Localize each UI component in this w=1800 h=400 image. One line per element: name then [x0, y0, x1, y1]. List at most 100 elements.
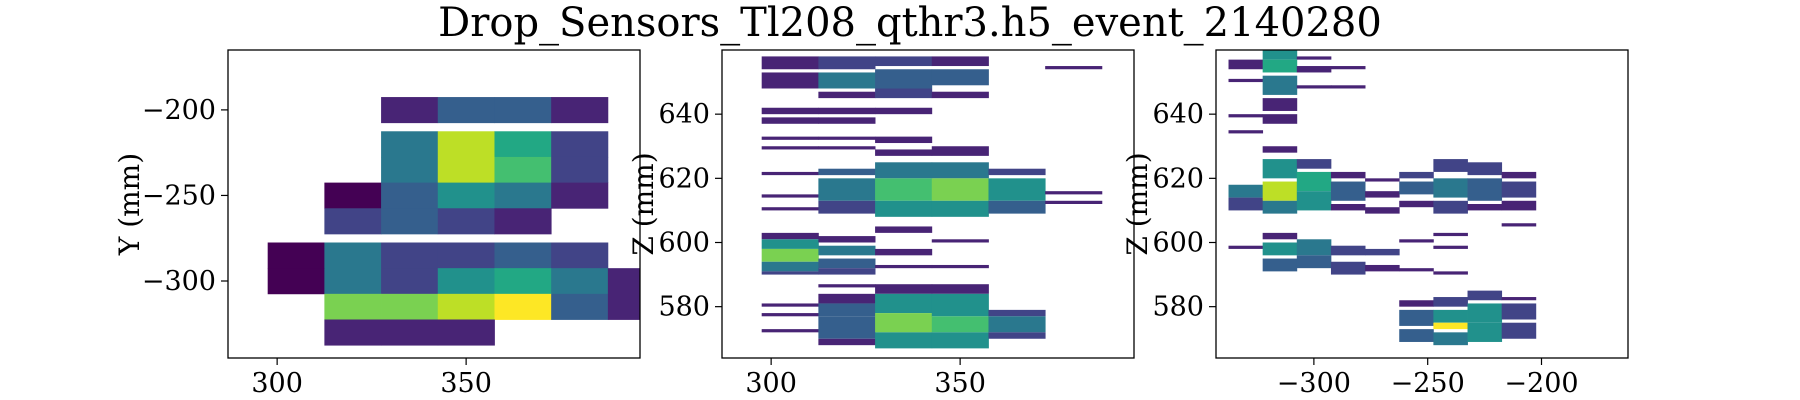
panel-yz-cells: [1228, 50, 1537, 346]
figure-title: Drop_Sensors_Tl208_qthr3.h5_event_214028…: [438, 0, 1382, 46]
heatmap-band: [761, 232, 819, 240]
heatmap-band: [1228, 114, 1264, 118]
heatmap-band: [1433, 178, 1468, 198]
panel-xz-cells: [761, 56, 1103, 349]
heatmap-band: [1330, 245, 1366, 256]
heatmap-band: [1501, 303, 1537, 320]
x-tick-label: 300: [745, 368, 797, 399]
x-tick-label: 350: [934, 368, 986, 399]
heatmap-band: [1262, 98, 1298, 111]
heatmap-band: [1365, 264, 1400, 272]
y-tick-label: 640: [658, 99, 710, 130]
heatmap-cell: [324, 182, 382, 209]
heatmap-band: [931, 200, 989, 217]
heatmap-band: [1399, 171, 1434, 179]
heatmap-cell: [551, 97, 609, 124]
heatmap-band: [761, 271, 819, 275]
heatmap-band: [818, 72, 876, 89]
heatmap-band: [875, 293, 933, 314]
heatmap-band: [931, 56, 989, 67]
panel-xy-cells: [267, 97, 640, 346]
heatmap-cell: [551, 182, 609, 209]
y-tick-label: 580: [658, 292, 710, 323]
x-tick-label: −250: [1391, 368, 1465, 399]
heatmap-band: [1262, 258, 1298, 272]
heatmap-cell: [381, 242, 439, 269]
heatmap-band: [1365, 178, 1400, 182]
heatmap-band: [931, 293, 989, 317]
heatmap-band: [875, 162, 933, 179]
heatmap-band: [1433, 322, 1468, 330]
heatmap-band: [988, 316, 1046, 333]
heatmap-band: [761, 329, 819, 333]
heatmap-band: [818, 107, 876, 115]
heatmap-band: [875, 313, 933, 333]
heatmap-band: [1501, 181, 1537, 198]
heatmap-band: [988, 178, 1046, 201]
heatmap-band: [818, 284, 876, 288]
heatmap-band: [1228, 184, 1264, 198]
heatmap-cell: [381, 293, 439, 320]
heatmap-band: [1501, 322, 1537, 339]
heatmap-cell: [494, 97, 552, 124]
y-tick-label: 620: [658, 163, 710, 194]
heatmap-band: [1296, 239, 1332, 256]
heatmap-band: [931, 332, 989, 349]
heatmap-band: [1228, 130, 1264, 134]
heatmap-band: [761, 171, 819, 176]
heatmap-band: [1228, 197, 1264, 211]
heatmap-band: [818, 258, 876, 269]
heatmap-band: [1467, 290, 1503, 301]
heatmap-band: [761, 313, 819, 317]
heatmap-band: [1467, 204, 1503, 211]
y-tick-label: 600: [658, 228, 710, 259]
heatmap-band: [875, 88, 933, 99]
heatmap-band: [1296, 85, 1332, 89]
heatmap-band: [818, 245, 876, 256]
panel-xy-frame: [227, 49, 641, 359]
heatmap-band: [1501, 223, 1537, 227]
heatmap-band: [875, 149, 933, 156]
heatmap-band: [818, 91, 876, 99]
heatmap-band: [1501, 200, 1537, 211]
heatmap-band: [1433, 200, 1468, 214]
heatmap-band: [1262, 242, 1298, 256]
heatmap-cell: [381, 182, 439, 209]
heatmap-cell: [381, 131, 439, 158]
y-tick-label: 600: [1152, 228, 1204, 259]
heatmap-band: [1501, 297, 1537, 301]
x-tick-label: 300: [251, 368, 303, 399]
heatmap-band: [1296, 171, 1332, 192]
heatmap-band: [1365, 248, 1400, 256]
heatmap-band: [761, 72, 819, 89]
heatmap-band: [875, 136, 933, 144]
x-tick-label: −200: [1504, 368, 1578, 399]
panel-xz-ylabel: Z (mm): [627, 152, 660, 255]
heatmap-band: [988, 332, 1046, 339]
heatmap-band: [1296, 191, 1332, 211]
heatmap-cell: [267, 268, 325, 295]
heatmap-band: [875, 69, 933, 89]
heatmap-band: [818, 146, 876, 150]
heatmap-band: [875, 248, 933, 256]
heatmap-band: [1228, 78, 1264, 83]
heatmap-band: [818, 168, 876, 176]
heatmap-band: [1262, 146, 1298, 153]
heatmap-band: [1399, 329, 1434, 342]
heatmap-band: [1467, 178, 1503, 201]
panel-xy: 300 350 −200 −250 −300 Y (mm): [113, 49, 641, 399]
heatmap-band: [1433, 245, 1468, 249]
heatmap-cell: [437, 268, 495, 295]
heatmap-band: [1433, 271, 1468, 275]
x-tick-label: −300: [1277, 368, 1351, 399]
heatmap-cell: [607, 268, 640, 295]
panel-yz-ticks: −300 −250 −200 640 620 600 580: [1152, 99, 1578, 399]
heatmap-band: [1296, 255, 1332, 269]
heatmap-cell: [437, 97, 495, 124]
heatmap-band: [761, 194, 819, 198]
panel-xy-ticks: 300 350 −200 −250 −300: [142, 95, 492, 399]
y-tick-label: −300: [142, 266, 216, 297]
heatmap-band: [761, 56, 819, 70]
heatmap-band: [1296, 159, 1332, 169]
